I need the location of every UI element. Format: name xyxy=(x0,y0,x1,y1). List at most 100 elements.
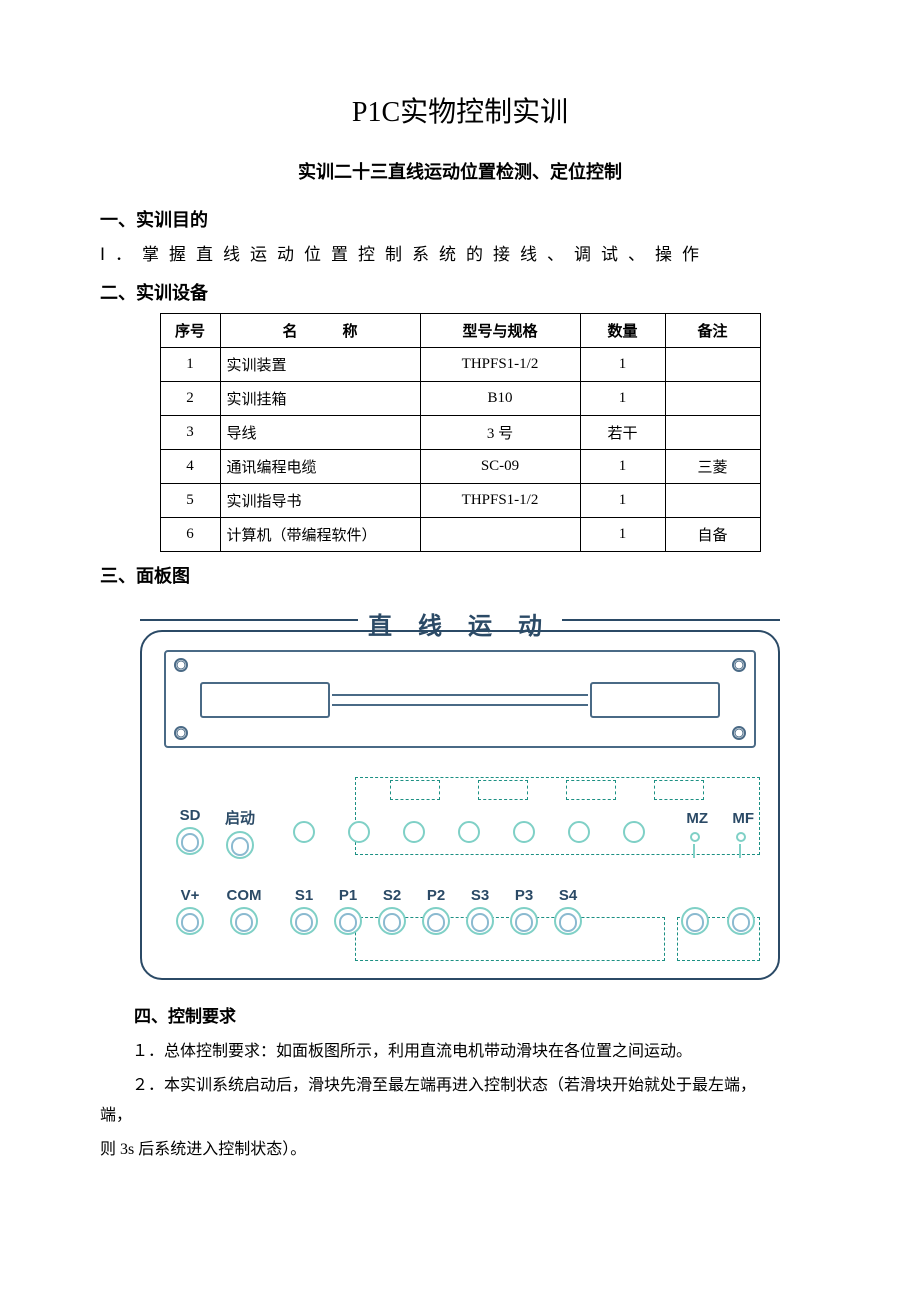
jack-icon xyxy=(176,827,204,855)
th-note: 备注 xyxy=(665,314,760,348)
indicator-slot xyxy=(478,780,528,800)
terminal-s2-label: S2 xyxy=(375,887,409,904)
screw-icon xyxy=(732,658,746,672)
section-1-heading: 一、实训目的 xyxy=(100,206,820,232)
led-icon xyxy=(403,821,425,843)
terminal-mf-label: MF xyxy=(732,810,754,827)
terminal-p2: P2 xyxy=(419,887,453,935)
indicator-ring xyxy=(457,818,481,843)
terminal-p1-label: P1 xyxy=(331,887,365,904)
rail-end-right xyxy=(590,682,720,718)
terminal-vplus: V+ xyxy=(170,887,210,935)
table-row: 4 通讯编程电缆 SC-09 1 三菱 xyxy=(160,450,760,484)
indicator-slot xyxy=(390,780,440,800)
terminal-sd: SD xyxy=(170,807,210,855)
indicator-ring xyxy=(512,818,536,843)
cell-note xyxy=(665,416,760,450)
terminal-s1-label: S1 xyxy=(287,887,321,904)
rail-rod xyxy=(332,694,588,706)
jack-icon xyxy=(466,907,494,935)
led-icon xyxy=(348,821,370,843)
jack-icon xyxy=(510,907,538,935)
cell-name: 计算机（带编程软件） xyxy=(220,518,420,552)
jack-icon xyxy=(554,907,582,935)
cell-idx: 6 xyxy=(160,518,220,552)
cell-spec xyxy=(420,518,580,552)
cell-spec: B10 xyxy=(420,382,580,416)
terminal-p3: P3 xyxy=(507,887,541,935)
panel-figure: 直 线 运 动 SD xyxy=(140,606,780,980)
terminal-mz-label: MZ xyxy=(686,810,708,827)
jack-icon xyxy=(727,907,755,935)
cell-idx: 2 xyxy=(160,382,220,416)
table-row: 5 实训指导书 THPFS1-1/2 1 xyxy=(160,484,760,518)
terminal-start-label: 启动 xyxy=(220,807,260,828)
jack-icon xyxy=(176,907,204,935)
pin-icon xyxy=(736,832,746,842)
terminal-p2-label: P2 xyxy=(419,887,453,904)
screw-icon xyxy=(732,726,746,740)
th-name: 名 称 xyxy=(220,314,420,348)
terminal-s3-label: S3 xyxy=(463,887,497,904)
indicator-ring xyxy=(347,818,371,843)
screw-icon xyxy=(174,726,188,740)
table-row: 3 导线 3 号 若干 xyxy=(160,416,760,450)
indicator-slot xyxy=(654,780,704,800)
terminal-com-label: COM xyxy=(220,887,268,904)
indicator-ring xyxy=(622,818,646,843)
screw-icon xyxy=(174,658,188,672)
led-icon xyxy=(513,821,535,843)
pin-stem xyxy=(693,844,695,858)
table-row: 6 计算机（带编程软件） 1 自备 xyxy=(160,518,760,552)
section-2-heading: 二、实训设备 xyxy=(100,279,820,305)
control-req-p2: ２．本实训系统启动后，滑块先滑至最左端再进入控制状态（若滑块开始就处于最左端， xyxy=(100,1071,820,1095)
terminal-p3-label: P3 xyxy=(507,887,541,904)
pin-stem xyxy=(739,844,741,858)
linear-rail xyxy=(164,650,756,748)
cell-qty: 若干 xyxy=(580,416,665,450)
jack-icon xyxy=(681,907,709,935)
terminal-sd-label: SD xyxy=(170,807,210,824)
cell-idx: 1 xyxy=(160,348,220,382)
cell-qty: 1 xyxy=(580,348,665,382)
indicator-ring xyxy=(292,818,316,843)
terminal-mf xyxy=(724,904,758,935)
cell-note: 自备 xyxy=(665,518,760,552)
terminal-com: COM xyxy=(220,887,268,935)
pin-icon xyxy=(690,832,700,842)
indicator-slot xyxy=(566,780,616,800)
cell-qty: 1 xyxy=(580,484,665,518)
doc-subtitle: 实训二十三直线运动位置检测、定位控制 xyxy=(100,158,820,184)
jack-icon xyxy=(378,907,406,935)
rail-end-left xyxy=(200,682,330,718)
cell-spec: THPFS1-1/2 xyxy=(420,484,580,518)
cell-name: 实训指导书 xyxy=(220,484,420,518)
terminal-s4-label: S4 xyxy=(551,887,585,904)
jack-icon xyxy=(230,907,258,935)
equipment-table: 序号 名 称 型号与规格 数量 备注 1 实训装置 THPFS1-1/2 1 2… xyxy=(160,313,761,552)
terminal-s2: S2 xyxy=(375,887,409,935)
cell-note xyxy=(665,348,760,382)
cell-spec: THPFS1-1/2 xyxy=(420,348,580,382)
cell-name: 导线 xyxy=(220,416,420,450)
cell-qty: 1 xyxy=(580,450,665,484)
section-1-body: Ⅰ．掌握直线运动位置控制系统的接线、调试、操作 xyxy=(100,240,820,265)
terminal-s1: S1 xyxy=(287,887,321,935)
terminal-mz xyxy=(678,904,712,935)
jack-icon xyxy=(334,907,362,935)
cell-idx: 3 xyxy=(160,416,220,450)
panel-box: SD 启动 MZ MF V+ xyxy=(140,630,780,980)
table-header-row: 序号 名 称 型号与规格 数量 备注 xyxy=(160,314,760,348)
jack-icon xyxy=(290,907,318,935)
cell-name: 通讯编程电缆 xyxy=(220,450,420,484)
indicator-ring xyxy=(567,818,591,843)
th-qty: 数量 xyxy=(580,314,665,348)
cell-name: 实训挂箱 xyxy=(220,382,420,416)
cell-note xyxy=(665,484,760,518)
led-icon xyxy=(568,821,590,843)
document-page: P1C实物控制实训 实训二十三直线运动位置检测、定位控制 一、实训目的 Ⅰ．掌握… xyxy=(0,0,920,1229)
doc-title: P1C实物控制实训 xyxy=(100,90,820,130)
cell-name: 实训装置 xyxy=(220,348,420,382)
jack-icon xyxy=(422,907,450,935)
led-icon xyxy=(293,821,315,843)
